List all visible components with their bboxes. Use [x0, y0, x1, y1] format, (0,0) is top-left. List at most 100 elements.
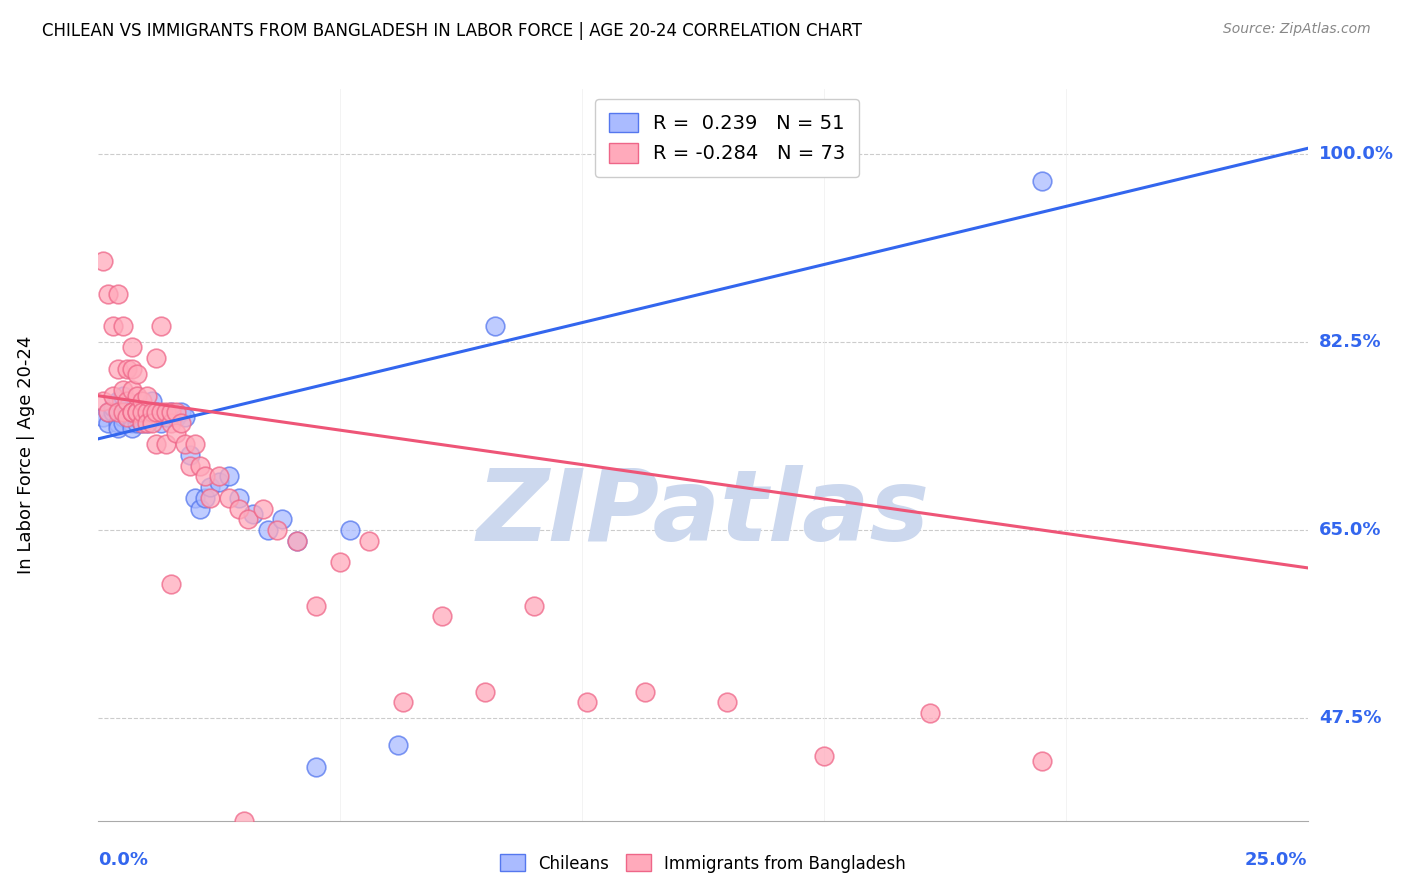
Point — [107, 286, 129, 301]
Point — [208, 469, 231, 483]
Point — [813, 749, 835, 764]
Point — [174, 410, 197, 425]
Point — [150, 318, 173, 333]
Point — [392, 695, 415, 709]
Point — [91, 394, 114, 409]
Point — [141, 405, 163, 419]
Point — [135, 389, 157, 403]
Point — [285, 533, 308, 548]
Point — [127, 410, 149, 425]
Point — [218, 491, 240, 505]
Point — [252, 501, 274, 516]
Point — [150, 405, 173, 419]
Legend: R =  0.239   N = 51, R = -0.284   N = 73: R = 0.239 N = 51, R = -0.284 N = 73 — [595, 99, 859, 177]
Point — [169, 416, 191, 430]
Point — [160, 416, 183, 430]
Point — [97, 416, 120, 430]
Point — [117, 405, 139, 419]
Point — [131, 394, 153, 409]
Point — [91, 254, 114, 268]
Text: 47.5%: 47.5% — [1319, 709, 1381, 728]
Point — [165, 405, 187, 419]
Point — [107, 405, 129, 419]
Point — [127, 389, 149, 403]
Point — [198, 491, 221, 505]
Point — [145, 405, 167, 419]
Point — [141, 405, 163, 419]
Point — [111, 410, 134, 425]
Point — [111, 416, 134, 430]
Point — [179, 448, 201, 462]
Point — [135, 410, 157, 425]
Point — [101, 318, 124, 333]
Point — [135, 416, 157, 430]
Point — [127, 368, 149, 382]
Point — [97, 405, 120, 419]
Point — [135, 405, 157, 419]
Point — [339, 523, 361, 537]
Point — [121, 384, 143, 398]
Point — [121, 405, 143, 419]
Point — [135, 405, 157, 419]
Point — [242, 507, 264, 521]
Point — [184, 491, 207, 505]
Point — [198, 480, 221, 494]
Point — [121, 340, 143, 354]
Point — [305, 760, 328, 774]
Point — [188, 501, 211, 516]
Text: In Labor Force | Age 20-24: In Labor Force | Age 20-24 — [17, 335, 35, 574]
Point — [179, 458, 201, 473]
Text: 100.0%: 100.0% — [1319, 145, 1393, 162]
Point — [329, 556, 352, 570]
Point — [266, 523, 288, 537]
Point — [141, 416, 163, 430]
Text: 82.5%: 82.5% — [1319, 333, 1381, 351]
Point — [117, 410, 139, 425]
Point — [121, 416, 143, 430]
Point — [271, 512, 294, 526]
Point — [97, 286, 120, 301]
Point — [150, 416, 173, 430]
Point — [232, 814, 254, 828]
Point — [174, 437, 197, 451]
Point — [107, 394, 129, 409]
Point — [101, 405, 124, 419]
Point — [141, 394, 163, 409]
Point — [155, 405, 177, 419]
Point — [256, 523, 278, 537]
Point — [716, 695, 738, 709]
Point — [127, 405, 149, 419]
Text: CHILEAN VS IMMIGRANTS FROM BANGLADESH IN LABOR FORCE | AGE 20-24 CORRELATION CHA: CHILEAN VS IMMIGRANTS FROM BANGLADESH IN… — [42, 22, 862, 40]
Point — [218, 469, 240, 483]
Point — [101, 389, 124, 403]
Point — [194, 469, 217, 483]
Point — [135, 416, 157, 430]
Point — [165, 426, 187, 441]
Point — [117, 394, 139, 409]
Point — [920, 706, 942, 720]
Point — [228, 491, 250, 505]
Point — [188, 458, 211, 473]
Text: Source: ZipAtlas.com: Source: ZipAtlas.com — [1223, 22, 1371, 37]
Point — [127, 416, 149, 430]
Point — [111, 405, 134, 419]
Point — [111, 384, 134, 398]
Point — [194, 491, 217, 505]
Point — [1031, 755, 1053, 769]
Point — [145, 351, 167, 365]
Point — [155, 410, 177, 425]
Point — [165, 410, 187, 425]
Point — [430, 609, 453, 624]
Point — [184, 437, 207, 451]
Point — [184, 846, 207, 860]
Point — [127, 405, 149, 419]
Point — [131, 416, 153, 430]
Text: ZIPatlas: ZIPatlas — [477, 465, 929, 562]
Text: 0.0%: 0.0% — [98, 851, 149, 869]
Point — [111, 318, 134, 333]
Point — [160, 405, 183, 419]
Point — [121, 362, 143, 376]
Point — [228, 501, 250, 516]
Point — [127, 405, 149, 419]
Point — [145, 437, 167, 451]
